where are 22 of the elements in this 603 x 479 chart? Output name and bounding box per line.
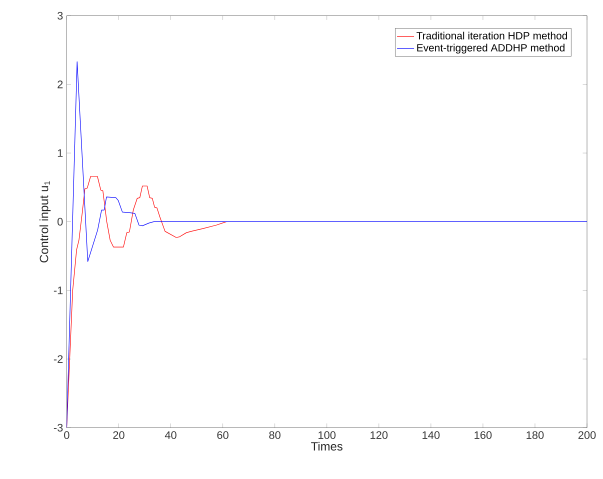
x-axis-title: Times: [311, 442, 342, 451]
x-tick-label: 180: [526, 431, 544, 439]
x-tick-label: 140: [422, 431, 440, 439]
x-tick-label: 60: [217, 431, 228, 439]
x-tick-label: 160: [474, 431, 492, 439]
x-tick-label: 200: [578, 431, 596, 439]
y-tick-label: 3: [58, 12, 63, 20]
legend-label: Traditional iteration HDP method: [416, 32, 567, 40]
y-tick-label: 0: [58, 218, 63, 226]
x-tick-label: 80: [269, 431, 280, 439]
y-tick-label: -1: [54, 286, 63, 294]
x-tick-label: 100: [318, 431, 336, 439]
x-tick-label: 0: [64, 431, 70, 439]
x-tick-label: 20: [113, 431, 124, 439]
x-tick-label: 120: [370, 431, 388, 439]
legend-label: Event-triggered ADDHP method: [417, 44, 564, 54]
y-tick-label: 1: [58, 149, 63, 157]
y-tick-label: -2: [54, 355, 63, 363]
x-tick-label: 40: [164, 431, 176, 439]
y-tick-label: 2: [58, 80, 63, 88]
y-axis-title: Control input u$_{1}$: [39, 181, 51, 262]
y-tick-label: -3: [54, 424, 63, 432]
